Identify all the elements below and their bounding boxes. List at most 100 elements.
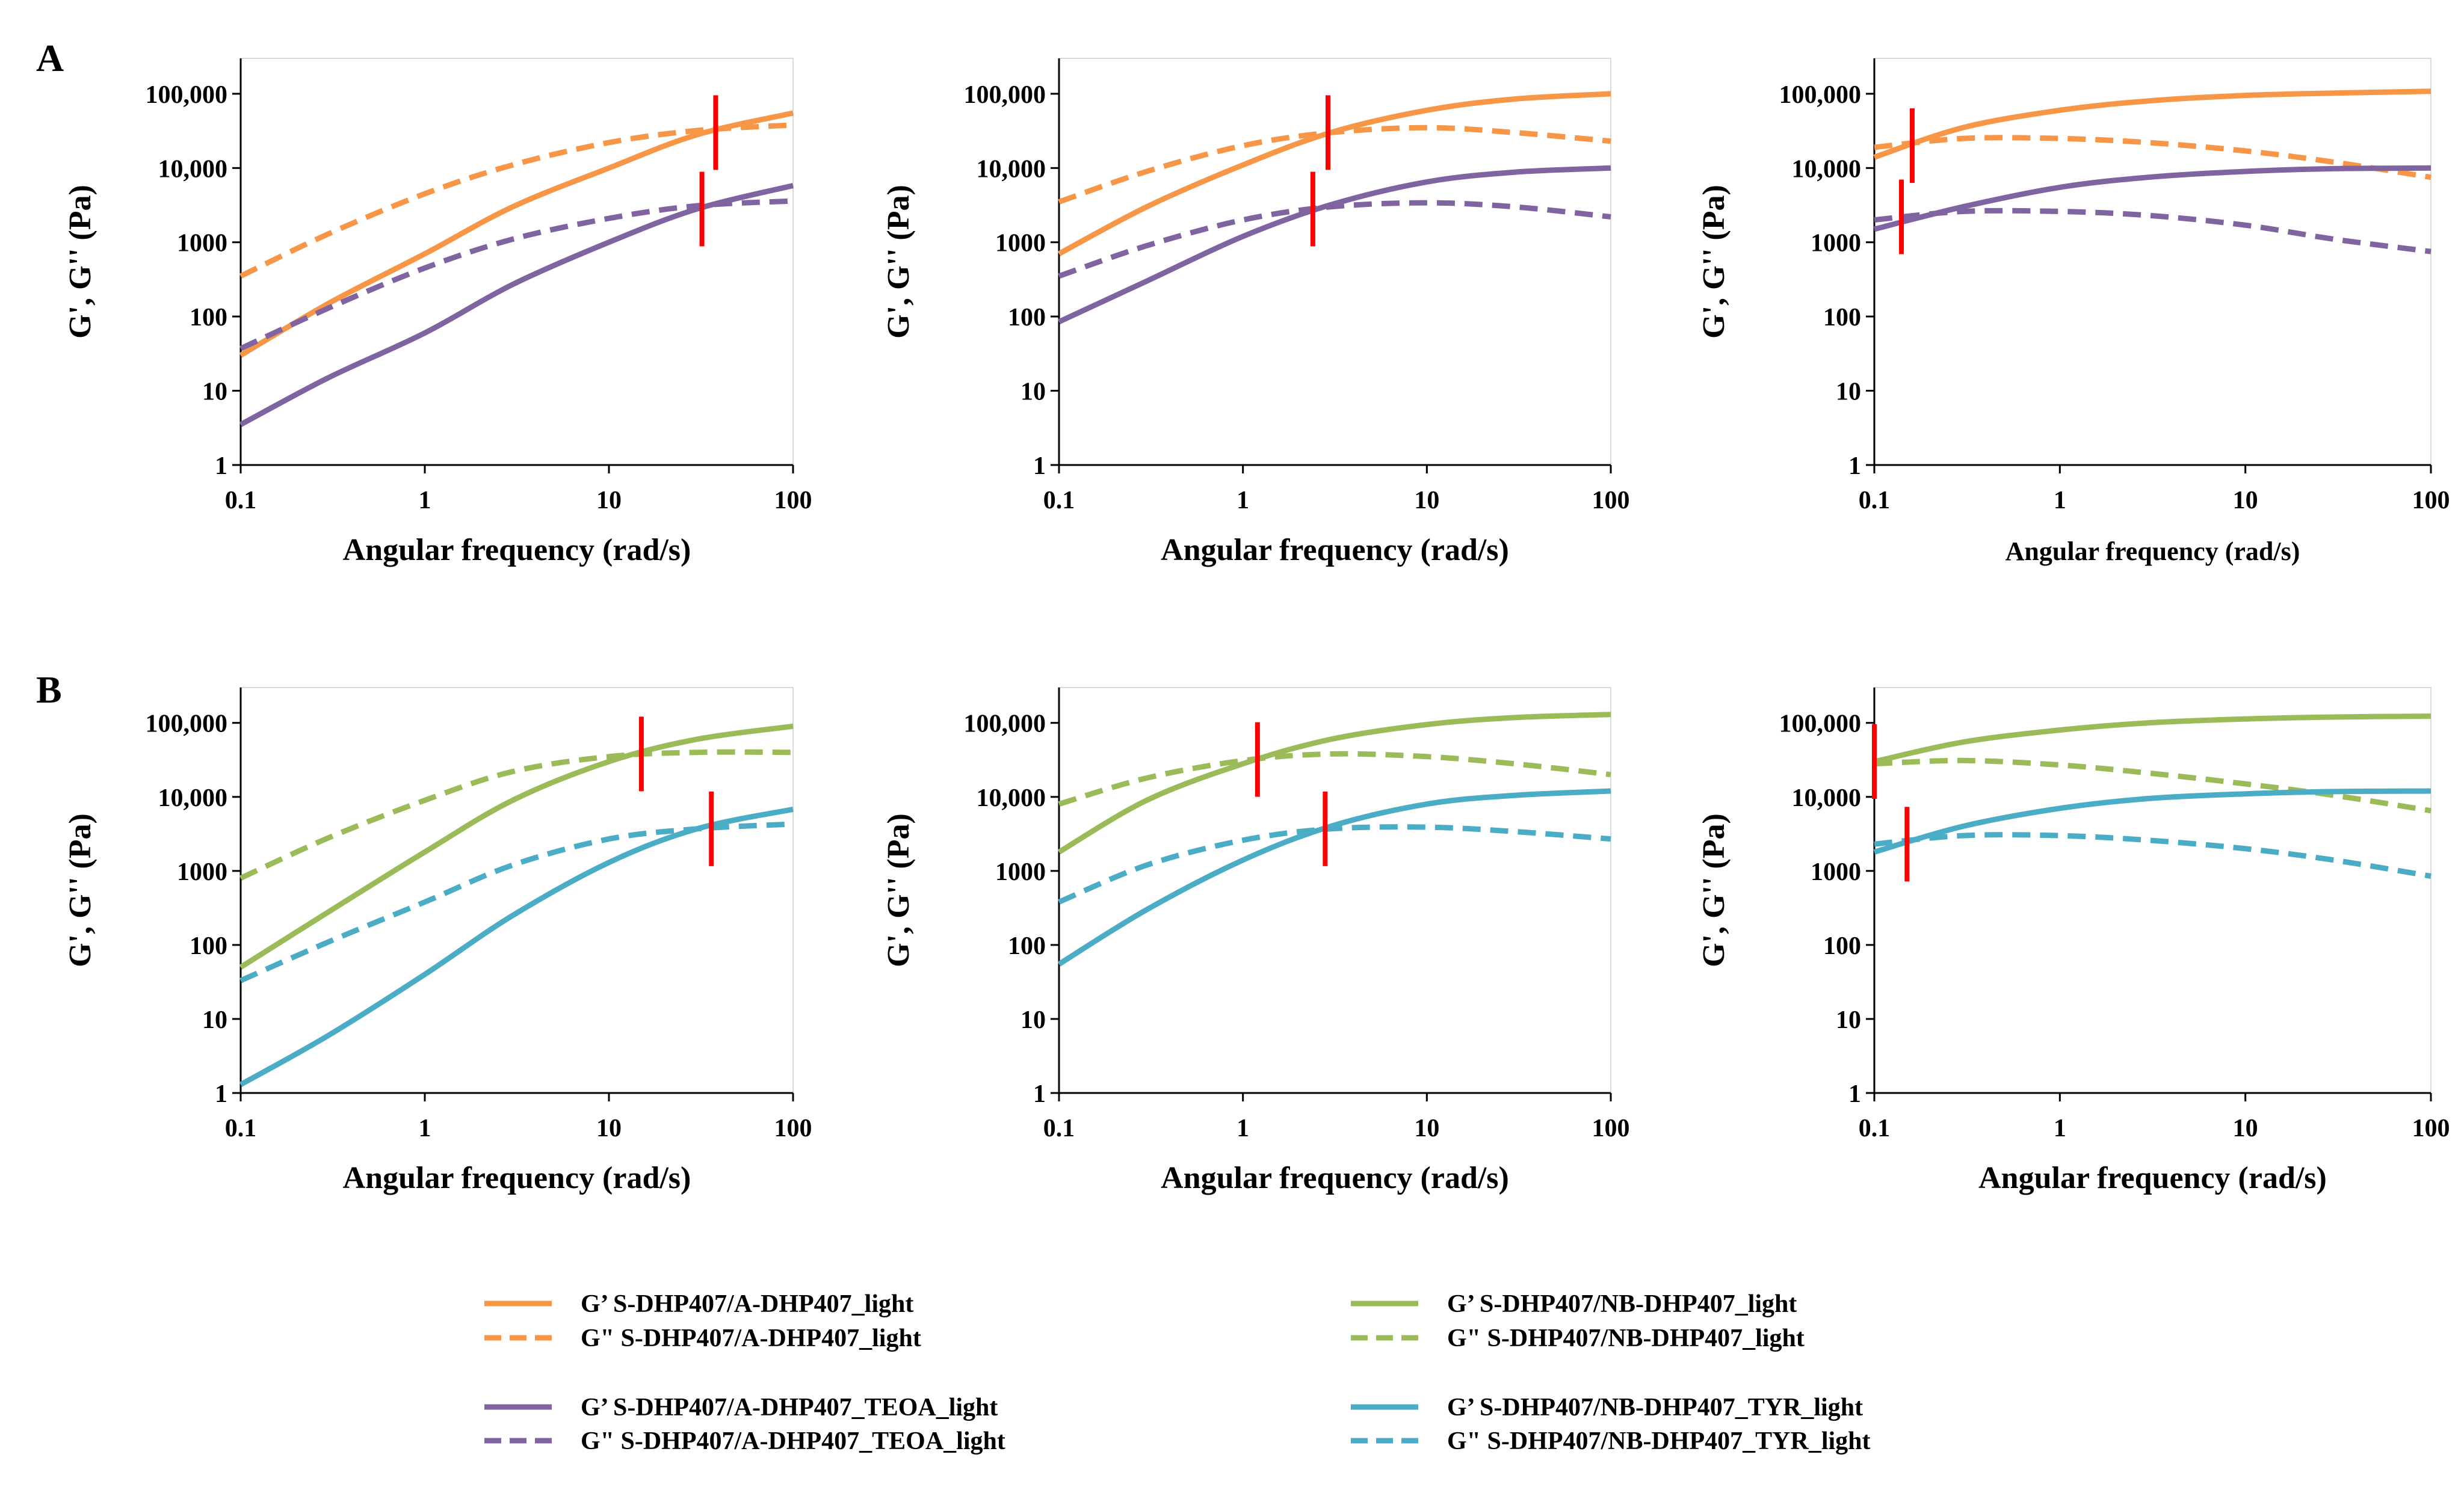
- y-tick-label: 10,000: [1792, 784, 1862, 812]
- y-tick-label: 1000: [177, 858, 227, 886]
- x-tick-label: 10: [596, 1115, 622, 1142]
- x-tick-label: 100: [774, 487, 812, 514]
- series-line-gdoubleprime: [1874, 135, 2432, 180]
- series-line-gdoubleprime: [239, 749, 794, 881]
- legend-label: G" S-DHP407/NB-DHP407_light: [1447, 1325, 1805, 1352]
- x-axis-title: Angular frequency (rad/s): [1161, 1161, 1509, 1195]
- y-tick-label: 1000: [177, 230, 227, 257]
- chart-4: 1 10 100 1000 10,000 100,000 0.1 1 10 100 Angular …: [63, 687, 812, 1195]
- y-tick-label: 1: [215, 452, 227, 480]
- series-line-gprime: [1873, 788, 2432, 855]
- legend-label: G’ S-DHP407/A-DHP407_TEOA_light: [581, 1394, 998, 1421]
- y-axis-title: G', G'' (Pa): [882, 185, 916, 339]
- y-axis-title: G', G'' (Pa): [882, 813, 916, 967]
- legend-label: G’ S-DHP407/NB-DHP407_light: [1447, 1290, 1797, 1318]
- x-tick-label: 1: [419, 487, 431, 514]
- series-line-gdoubleprime: [1874, 757, 2432, 814]
- series-line-gdoubleprime: [1058, 200, 1611, 279]
- y-tick-label: 1000: [995, 858, 1046, 886]
- y-axis-title: G', G'' (Pa): [1697, 813, 1731, 967]
- y-tick-label: 10: [1836, 378, 1861, 406]
- y-tick-label: 10,000: [977, 784, 1046, 812]
- legend-label: G" S-DHP407/A-DHP407_light: [581, 1325, 921, 1352]
- series-line-gprime: [1873, 165, 2432, 232]
- y-axis-title: G', G'' (Pa): [1697, 185, 1731, 339]
- x-tick-label: 100: [2412, 1115, 2450, 1142]
- series-group: [1873, 88, 2432, 254]
- series-line-gdoubleprime: [239, 198, 794, 351]
- series-line-gdoubleprime: [1874, 208, 2432, 254]
- x-tick-label: 1: [2054, 1115, 2066, 1142]
- series-line-gdoubleprime: [1058, 824, 1611, 905]
- chart-1: 1 10 100 1000 10,000 100,000 0.1 1 10 100 Angular …: [63, 58, 812, 567]
- series-group: [1057, 91, 1611, 324]
- x-tick-label: 100: [1592, 487, 1630, 514]
- y-axis-title: G', G'' (Pa): [63, 185, 97, 339]
- panel-label-b: B: [36, 668, 62, 711]
- series-line-gprime: [1873, 88, 2432, 160]
- series-line-gprime: [1057, 712, 1611, 855]
- x-tick-label: 100: [774, 1115, 812, 1142]
- y-tick-label: 10: [202, 378, 227, 406]
- x-tick-label: 0.1: [1043, 1115, 1075, 1142]
- legend-label: G’ S-DHP407/A-DHP407_light: [581, 1290, 913, 1318]
- x-tick-label: 0.1: [1859, 487, 1891, 514]
- x-tick-label: 10: [596, 487, 622, 514]
- y-tick-label: 10,000: [1792, 155, 1862, 183]
- y-tick-label: 100: [190, 304, 227, 331]
- x-tick-label: 0.1: [1859, 1115, 1891, 1142]
- legend: G’ S-DHP407/A-DHP407_light G" S-DHP407/A-…: [484, 1290, 1871, 1455]
- y-tick-label: 1: [1033, 452, 1046, 480]
- y-tick-label: 1000: [1811, 858, 1861, 886]
- y-tick-label: 100,000: [1779, 710, 1862, 738]
- x-tick-label: 10: [1414, 487, 1439, 514]
- chart-5: 1 10 100 1000 10,000 100,000 0.1 1 10 100 Angular …: [882, 687, 1630, 1195]
- y-tick-label: 100,000: [1779, 81, 1862, 109]
- x-tick-label: 1: [2054, 487, 2066, 514]
- x-tick-label: 10: [1414, 1115, 1439, 1142]
- y-tick-label: 100: [1008, 932, 1046, 960]
- series-line-gprime: [239, 183, 794, 427]
- y-tick-label: 100,000: [146, 81, 228, 109]
- series-line-gdoubleprime: [239, 122, 794, 279]
- series-line-gdoubleprime: [1874, 832, 2432, 879]
- x-tick-label: 10: [2233, 487, 2258, 514]
- x-tick-label: 1: [1237, 487, 1249, 514]
- chart-3: 1 10 100 1000 10,000 100,000 0.1 1 10 100 Angular …: [1697, 58, 2450, 566]
- series-line-gprime: [239, 110, 794, 358]
- y-tick-label: 1: [1033, 1080, 1046, 1108]
- legend-label: G’ S-DHP407/NB-DHP407_TYR_light: [1447, 1394, 1863, 1421]
- x-tick-label: 100: [2412, 487, 2450, 514]
- series-group: [1057, 712, 1611, 967]
- y-tick-label: 10,000: [977, 155, 1046, 183]
- y-tick-label: 100,000: [964, 710, 1046, 738]
- y-tick-label: 10: [1020, 378, 1046, 406]
- y-tick-label: 10,000: [158, 155, 228, 183]
- chart-grid: 1 10 100 1000 10,000 100,000 0.1 1 10 100 Angular …: [63, 58, 2450, 1195]
- x-tick-label: 0.1: [225, 487, 257, 514]
- x-axis-title: Angular frequency (rad/s): [343, 533, 691, 567]
- x-tick-label: 0.1: [1043, 487, 1075, 514]
- y-tick-label: 1: [1848, 452, 1861, 480]
- chart-2: 1 10 100 1000 10,000 100,000 0.1 1 10 100 Angular …: [882, 58, 1630, 567]
- series-group: [239, 723, 794, 1087]
- x-tick-label: 0.1: [225, 1115, 257, 1142]
- y-tick-label: 100: [1823, 932, 1861, 960]
- y-tick-label: 100: [1823, 304, 1861, 331]
- y-tick-label: 1000: [1811, 230, 1861, 257]
- series-line-gdoubleprime: [1058, 125, 1611, 205]
- y-tick-label: 100,000: [964, 81, 1046, 109]
- x-axis-title: Angular frequency (rad/s): [343, 1161, 691, 1195]
- x-tick-label: 100: [1592, 1115, 1630, 1142]
- x-tick-label: 1: [419, 1115, 431, 1142]
- y-tick-label: 1: [1848, 1080, 1861, 1108]
- y-tick-label: 100: [190, 932, 227, 960]
- y-tick-label: 10,000: [158, 784, 228, 812]
- y-tick-label: 10: [1020, 1006, 1046, 1034]
- x-axis-title: Angular frequency (rad/s): [1978, 1161, 2327, 1195]
- y-tick-label: 100: [1008, 304, 1046, 331]
- y-tick-label: 10: [1836, 1006, 1861, 1034]
- legend-label: G" S-DHP407/NB-DHP407_TYR_light: [1447, 1427, 1871, 1455]
